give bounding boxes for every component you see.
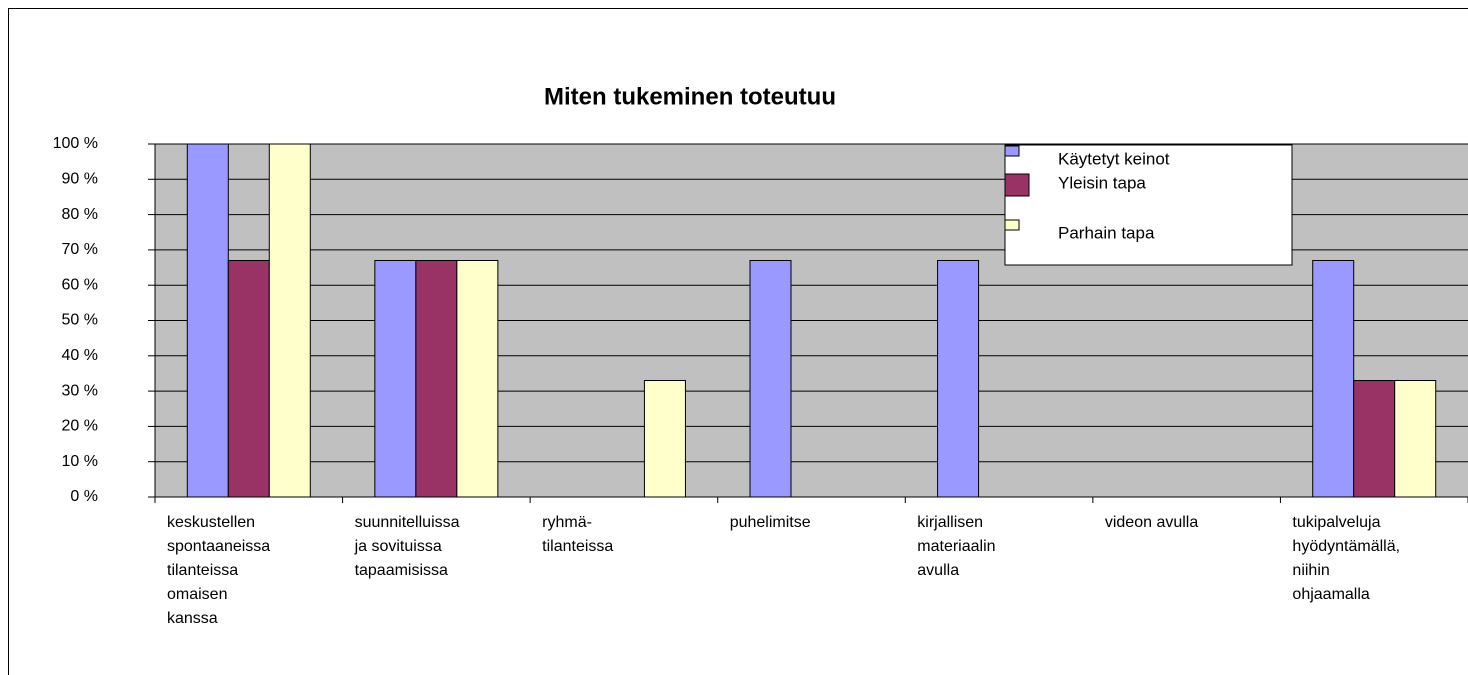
- y-tick-label: 20 %: [62, 418, 98, 435]
- legend-label: Parhain tapa: [1058, 223, 1155, 242]
- bar: [186, 143, 229, 498]
- x-tick-label: puhelimitse: [730, 514, 811, 531]
- legend-swatch: [1004, 219, 1020, 231]
- chart-title: Miten tukeminen toteutuu: [544, 83, 836, 110]
- bar: [415, 259, 458, 498]
- y-tick-label: 30 %: [62, 382, 98, 399]
- x-tick-label: avulla: [917, 562, 959, 579]
- x-tick-label: spontaaneissa: [167, 538, 270, 555]
- x-tick-label: tapaamisissa: [355, 562, 448, 579]
- x-tick-label: hyödyntämällä,: [1292, 538, 1400, 555]
- bar: [1312, 259, 1355, 498]
- y-tick-label: 100 %: [53, 135, 98, 152]
- legend-swatch: [1004, 145, 1020, 157]
- legend-label: Yleisin tapa: [1058, 173, 1146, 192]
- y-tick-label: 60 %: [62, 276, 98, 293]
- x-tick-label: omaisen: [167, 586, 227, 603]
- x-tick-label: ryhmä-: [542, 514, 592, 531]
- bar: [937, 259, 980, 498]
- bar: [1394, 380, 1437, 498]
- x-tick-label: ohjaamalla: [1292, 586, 1369, 603]
- legend-swatch: [1004, 173, 1030, 197]
- y-tick-label: 0 %: [70, 488, 98, 505]
- x-tick-label: ja sovituissa: [354, 538, 442, 555]
- x-tick-label: niihin: [1292, 562, 1329, 579]
- y-tick-label: 90 %: [62, 171, 98, 188]
- y-tick-label: 40 %: [62, 347, 98, 364]
- bar: [456, 259, 499, 498]
- x-tick-label: kirjallisen: [917, 514, 983, 531]
- bar: [1353, 380, 1396, 498]
- x-tick-label: tilanteissa: [167, 562, 238, 579]
- y-tick-label: 10 %: [62, 453, 98, 470]
- bar: [374, 259, 417, 498]
- legend: [1004, 144, 1293, 266]
- x-tick-label: keskustellen: [167, 514, 255, 531]
- x-tick-label: videon avulla: [1105, 514, 1199, 531]
- bar: [749, 259, 792, 498]
- x-tick-label: suunnitelluissa: [355, 514, 460, 531]
- bar: [643, 380, 686, 498]
- legend-label: Käytetyt keinot: [1058, 149, 1170, 168]
- y-tick-label: 70 %: [62, 241, 98, 258]
- bar: [268, 143, 311, 498]
- y-tick-label: 50 %: [62, 312, 98, 329]
- x-tick-label: kanssa: [167, 610, 218, 627]
- x-tick-label: materiaalin: [917, 538, 995, 555]
- x-tick-label: tilanteissa: [542, 538, 613, 555]
- y-tick-label: 80 %: [62, 206, 98, 223]
- x-tick-label: tukipalveluja: [1292, 514, 1380, 531]
- bar: [227, 259, 270, 498]
